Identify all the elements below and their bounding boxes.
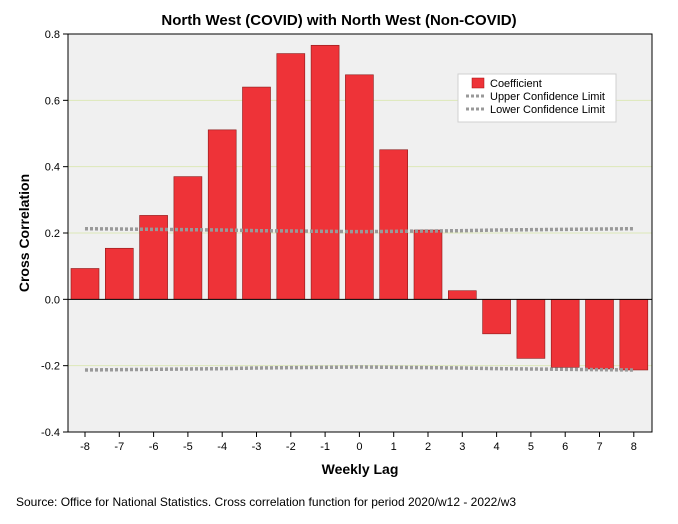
x-tick-label: 0: [356, 441, 362, 453]
x-tick-label: 3: [459, 441, 465, 453]
confidence-lines: [84, 226, 634, 372]
y-tick-label: 0.0: [45, 294, 60, 306]
x-tick-label: 6: [562, 441, 568, 453]
bar-lag--8: [70, 268, 100, 300]
y-tick-label: 0.2: [45, 228, 60, 240]
y-axis-title: Cross Correlation: [16, 174, 32, 292]
x-tick-label: 1: [391, 441, 397, 453]
legend-label-upper-limit: Upper Confidence Limit: [490, 91, 605, 103]
bar-lag-8: [619, 299, 649, 371]
source-note: Source: Office for National Statistics. …: [16, 495, 517, 509]
x-tick-label: 5: [528, 441, 534, 453]
bar-lag-7: [585, 299, 614, 370]
bar-lag-4: [482, 299, 511, 335]
chart-title: North West (COVID) with North West (Non-…: [161, 12, 517, 29]
legend: Coefficient Upper Confidence Limit Lower…: [457, 73, 617, 123]
legend-swatch-coefficient: [471, 77, 485, 89]
bar-lag-6: [550, 299, 580, 368]
y-tick-label: 0.8: [45, 29, 60, 41]
upper-confidence-line: [84, 226, 634, 234]
bar-lag--3: [242, 86, 271, 300]
x-tick-label: -4: [217, 441, 227, 453]
x-tick-label: -8: [80, 441, 90, 453]
bar-lag--7: [105, 247, 134, 300]
bar-lag-0: [345, 74, 374, 300]
legend-label-coefficient: Coefficient: [490, 78, 542, 90]
y-axis-ticks: 0.8 0.6 0.4 0.2 0.0 -0.2 -0.4: [41, 29, 68, 439]
x-tick-label: -7: [114, 441, 124, 453]
y-tick-label: 0.4: [45, 162, 60, 174]
x-tick-label: 8: [631, 441, 637, 453]
x-tick-label: -6: [149, 441, 159, 453]
bar-lag-3: [447, 290, 477, 300]
y-tick-label: -0.2: [41, 361, 60, 373]
legend-label-lower-limit: Lower Confidence Limit: [490, 104, 605, 116]
bar-lag--6: [139, 215, 168, 300]
x-tick-label: 7: [596, 441, 602, 453]
bar-lag--1: [310, 44, 340, 300]
bar-lag-1: [379, 149, 409, 300]
bar-lag--4: [207, 129, 237, 300]
y-tick-label: 0.6: [45, 95, 60, 107]
bar-series: [70, 44, 649, 371]
x-tick-label: 4: [494, 441, 500, 453]
y-tick-label: -0.4: [41, 427, 60, 439]
bar-lag-5: [516, 299, 546, 359]
x-tick-label: -3: [252, 441, 262, 453]
lower-confidence-line: [84, 365, 634, 372]
bar-lag--2: [276, 53, 306, 300]
x-tick-label: -5: [183, 441, 193, 453]
x-tick-label: 2: [425, 441, 431, 453]
x-tick-label: -1: [320, 441, 330, 453]
bar-lag--5: [173, 176, 203, 300]
bar-lag-2: [413, 229, 443, 300]
x-axis-ticks: -8 -7 -6 -5 -4 -3 -2 -1 0 1 2 3 4 5 6 7 8: [80, 432, 637, 453]
legend-box: [457, 73, 617, 123]
x-axis-title: Weekly Lag: [322, 461, 399, 477]
x-tick-label: -2: [286, 441, 296, 453]
